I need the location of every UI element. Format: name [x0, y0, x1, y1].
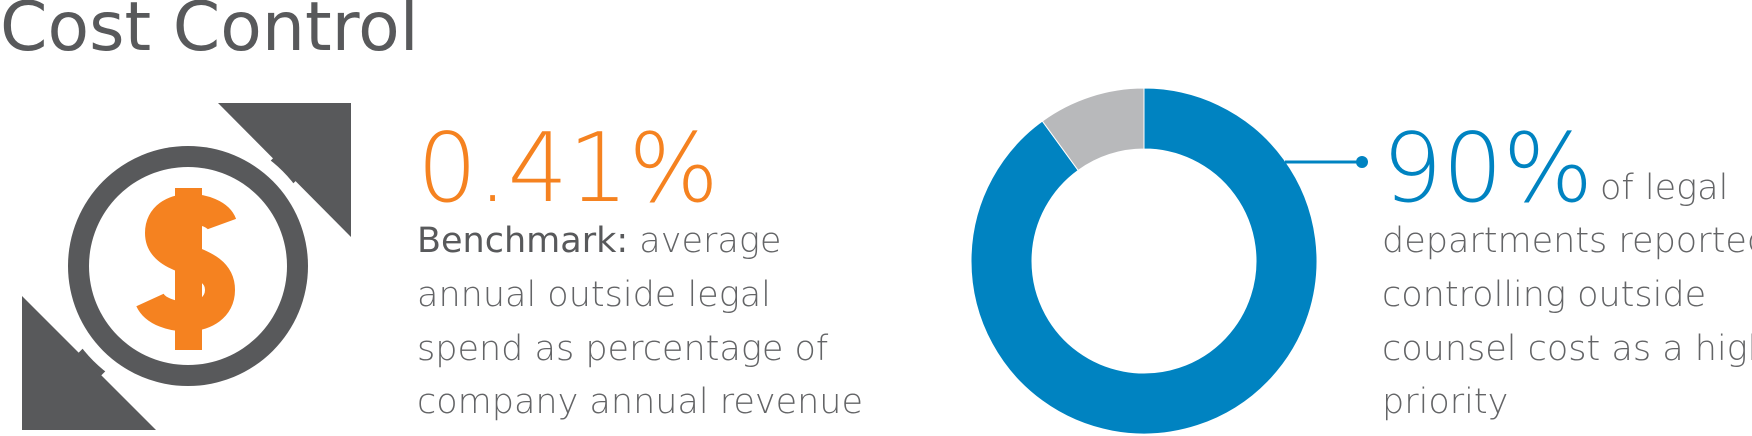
- leader-dot: [1356, 156, 1368, 168]
- caption-line: controlling outside: [1382, 275, 1706, 315]
- title: Cost Control: [0, 0, 419, 67]
- donut-segment: [970, 87, 1318, 435]
- caption-line: counsel cost as a high: [1382, 329, 1752, 369]
- dollar-s: [136, 194, 237, 332]
- arrow-head: [22, 296, 156, 430]
- benchmark-figure: 0.41%: [417, 114, 719, 224]
- benchmark-line: company annual revenue: [417, 382, 863, 422]
- benchmark-line: Benchmark: average: [417, 221, 781, 261]
- cost-icon: [22, 103, 351, 430]
- donut-chart: [970, 87, 1318, 435]
- benchmark-line: annual outside legal: [417, 275, 771, 315]
- benchmark-line: spend as percentage of: [417, 329, 829, 369]
- caption-line: departments reported: [1382, 221, 1752, 261]
- donut-segment: [1041, 87, 1145, 172]
- arrow-head: [218, 103, 351, 237]
- caption-line: priority: [1382, 382, 1508, 422]
- caption-line: of legal: [1600, 168, 1728, 208]
- benchmark-text: average: [639, 221, 781, 261]
- benchmark-label: Benchmark:: [417, 221, 628, 261]
- donut-value-label: 90%: [1382, 114, 1593, 224]
